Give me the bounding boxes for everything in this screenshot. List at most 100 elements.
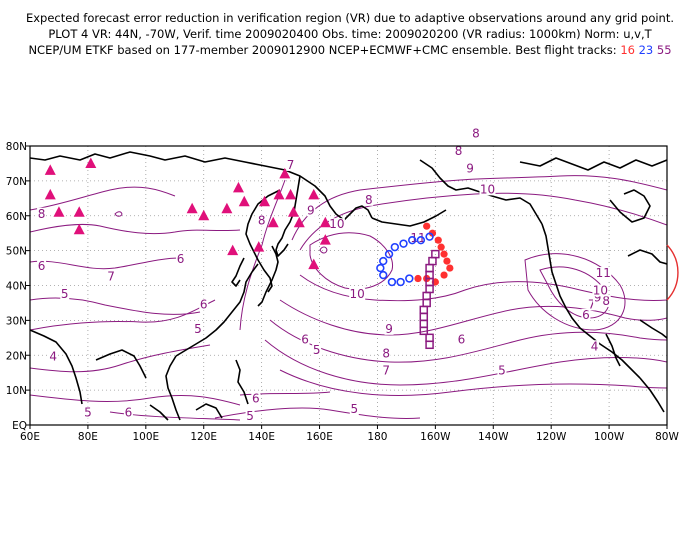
contour-line — [319, 246, 328, 254]
observation-triangle — [319, 234, 331, 245]
contour-label: 8 — [258, 214, 266, 228]
contour-line — [279, 299, 667, 336]
contour-label-bg — [349, 403, 359, 416]
observation-triangle — [287, 206, 299, 217]
contour-label: 7 — [107, 270, 115, 284]
plot-header: Expected forecast error reduction in ver… — [0, 10, 700, 58]
observation-triangle — [53, 206, 65, 217]
contour-label: 5 — [194, 322, 202, 336]
contour-line — [30, 297, 201, 315]
track-16-marker — [423, 222, 431, 230]
coastline-gulf-of-mexico — [639, 319, 667, 339]
contour-label-bg — [328, 218, 345, 231]
observation-triangle — [308, 258, 320, 270]
observation-triangle — [267, 216, 279, 228]
lat-tick-label: 10N — [6, 385, 27, 397]
observation-triangle — [279, 167, 291, 179]
contour-label: 7 — [588, 297, 596, 311]
lon-tick-label: 140E — [248, 431, 275, 443]
contour-label-bg — [83, 406, 93, 419]
contour-line — [309, 232, 394, 290]
track-23-marker — [396, 277, 405, 287]
coastlines — [30, 151, 667, 421]
coastline-kamchatka — [275, 175, 301, 257]
lon-tick-label: 60E — [20, 431, 40, 443]
observation-triangle — [238, 195, 250, 207]
contour-label: 5 — [350, 402, 358, 416]
track-23-marker — [379, 256, 388, 266]
lat-tick-label: 80N — [6, 141, 27, 153]
contour-line — [291, 175, 667, 241]
track-23-marker — [425, 232, 434, 241]
observation-triangle — [273, 188, 285, 200]
contour-label: 8 — [382, 346, 390, 360]
track-55-marker — [425, 340, 434, 350]
coastline-central-america — [639, 377, 665, 413]
contour-label-bg — [60, 287, 70, 300]
contour-label-bg — [592, 284, 609, 297]
contour-label: 6 — [582, 308, 590, 322]
lat-tick-label: EQ — [12, 420, 27, 432]
contour-label-bg — [454, 144, 464, 157]
track-23-marker — [384, 249, 394, 259]
contour-line — [524, 253, 626, 331]
contour-label: 7 — [382, 364, 390, 378]
contour-label-bg — [176, 253, 186, 266]
coastline-mexico-baja — [605, 333, 621, 367]
contour-label-bg — [300, 333, 310, 346]
coastline-canada-north — [519, 157, 667, 171]
contour-label-bg — [193, 322, 203, 335]
contour-line — [269, 319, 667, 363]
track-16-marker — [434, 236, 442, 244]
contour-label: 5 — [498, 364, 506, 378]
contour-label-bg — [587, 298, 597, 311]
coastline-china-coast — [175, 263, 259, 357]
coastline-bay-of-bengal — [95, 349, 147, 379]
coastline-india — [30, 329, 83, 405]
contour-label-bg — [199, 298, 209, 311]
contour-label-bg — [312, 343, 322, 356]
observation-triangle — [221, 202, 233, 214]
observation-triangle — [44, 188, 56, 200]
track-23-marker — [408, 235, 417, 245]
track-label-16: 16 — [620, 43, 635, 57]
contour-line — [279, 369, 667, 397]
contour-line — [264, 339, 667, 386]
observation-triangle — [227, 244, 239, 256]
axis-ticks: 60E 80E 100E 120E 140E 160E 180 160W 140W 120W 100… — [6, 141, 680, 443]
contour-label-bg — [384, 322, 394, 335]
lon-tick-label: 100E — [132, 431, 159, 443]
track-23-marker — [416, 235, 426, 245]
coastline-aleutians — [371, 209, 447, 227]
track-23-marker — [379, 270, 388, 280]
observation-triangle — [253, 241, 265, 252]
track-16-marker — [428, 229, 437, 237]
contour-label-bg — [381, 347, 391, 360]
contour-label-bg — [456, 333, 466, 346]
contour-line — [30, 257, 181, 270]
contour-label: 6 — [200, 297, 208, 311]
track-16-marker — [440, 271, 448, 279]
contour-label: 6 — [177, 252, 185, 266]
contour-label: 5 — [61, 287, 69, 301]
observation-triangle — [44, 164, 56, 175]
contour-label: 6 — [38, 259, 46, 273]
contour-label: 6 — [301, 332, 309, 346]
coastline-korea — [231, 257, 245, 287]
contour-label-bg — [251, 392, 261, 405]
contour-label: 8 — [602, 294, 610, 308]
contour-label: 8 — [472, 127, 480, 141]
contour-label: 6 — [252, 392, 260, 406]
contour-line — [299, 192, 667, 251]
contour-label-bg — [581, 308, 591, 321]
track-16-marker — [414, 274, 422, 283]
contour-label: 9 — [385, 322, 393, 336]
track-16-marker — [443, 257, 451, 265]
contour-label-bg — [471, 127, 481, 140]
header-line-3: NCEP/UM ETKF based on 177-member 2009012… — [0, 42, 700, 58]
observation-triangle — [85, 157, 97, 168]
verification-region-circle — [666, 244, 679, 301]
lon-tick-label: 160E — [306, 431, 333, 443]
